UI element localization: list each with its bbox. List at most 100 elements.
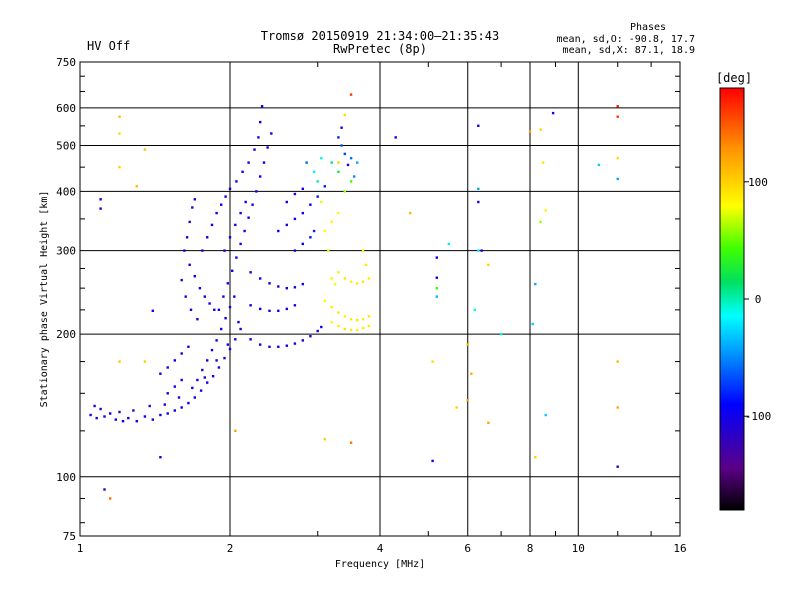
data-point-o — [260, 105, 264, 108]
data-point-o — [159, 456, 162, 459]
data-point-o — [239, 242, 242, 246]
data-point-o — [316, 329, 319, 333]
data-point-o — [215, 339, 218, 342]
data-point-o — [259, 277, 262, 280]
data-point-x — [349, 280, 353, 283]
data-point-x — [616, 360, 619, 363]
data-point-o — [206, 236, 209, 239]
data-point-o — [187, 401, 190, 405]
data-point-o — [206, 381, 209, 384]
data-point-x — [337, 324, 340, 328]
y-tick-label: 75 — [63, 530, 76, 543]
colorbar-label: [deg] — [716, 71, 752, 85]
x-tick-label: 6 — [464, 542, 471, 555]
data-point-o — [257, 136, 260, 139]
data-point-o — [191, 206, 194, 209]
data-point-o — [177, 396, 181, 399]
data-point-o — [210, 223, 214, 227]
data-point-o — [196, 318, 199, 321]
data-point-o — [151, 309, 154, 312]
data-point-o — [173, 359, 176, 362]
data-point-o — [235, 180, 238, 183]
data-point-o — [309, 236, 312, 239]
data-point-o — [114, 418, 117, 421]
data-point-o — [223, 356, 226, 360]
x-axis-label: Frequency [MHz] — [335, 559, 425, 570]
colorbar-ticks: 100 0 -100 — [744, 176, 771, 423]
data-point-o — [259, 307, 262, 311]
data-point-x — [234, 429, 237, 432]
data-point-o — [293, 304, 297, 307]
data-point-o — [247, 161, 250, 164]
data-point-x — [455, 406, 458, 409]
data-point-o — [188, 220, 191, 224]
data-point-o — [234, 338, 237, 341]
data-point-x — [333, 282, 337, 286]
data-point-o — [103, 488, 106, 491]
data-point-x — [431, 360, 434, 363]
data-point-x — [534, 456, 537, 459]
data-point-o — [312, 229, 316, 233]
data-point-o — [215, 211, 218, 215]
x-axis-ticks: 1 2 4 6 8 10 16 — [77, 62, 687, 555]
data-point-o — [270, 132, 273, 135]
data-point-o — [191, 386, 194, 390]
data-point-o — [228, 305, 232, 309]
data-point-o — [226, 343, 229, 346]
grid-lines — [80, 62, 680, 536]
data-point-o — [201, 249, 204, 252]
data-point-x — [616, 105, 619, 108]
colorbar: [deg] 100 0 -100 — [716, 71, 771, 511]
data-point-o — [223, 249, 226, 252]
data-point-o — [166, 392, 169, 395]
x-tick-label: 8 — [527, 542, 534, 555]
data-point-o — [262, 161, 266, 164]
data-point-o — [180, 406, 183, 409]
data-point-x — [364, 263, 368, 266]
data-point-x — [337, 211, 340, 215]
data-point-o — [220, 327, 223, 331]
data-point-o — [293, 249, 297, 252]
data-point-o — [239, 327, 242, 331]
data-point-x — [323, 438, 326, 441]
data-point-x — [349, 93, 353, 96]
data-point-o — [301, 339, 304, 342]
data-point-o — [285, 223, 288, 227]
data-point-o — [247, 216, 250, 219]
data-point-o — [213, 308, 216, 311]
data-point-x — [528, 130, 532, 133]
data-point-x — [470, 372, 473, 375]
data-point-x — [330, 320, 333, 324]
data-point-o — [285, 307, 288, 311]
data-point-x — [356, 161, 359, 164]
data-point-o — [346, 163, 350, 167]
data-point-x — [473, 308, 476, 311]
data-point-x — [361, 326, 365, 330]
data-point-o — [159, 372, 162, 375]
data-point-x — [118, 360, 121, 363]
data-point-o — [93, 404, 96, 408]
data-point-o — [166, 412, 169, 415]
data-point-x — [312, 170, 316, 173]
data-point-o — [293, 342, 297, 345]
data-point-x — [337, 311, 340, 314]
data-point-o — [228, 187, 232, 190]
data-point-o — [203, 295, 206, 298]
data-point-o — [220, 203, 223, 206]
data-point-o — [435, 276, 438, 279]
data-point-o — [435, 256, 438, 259]
data-point-o — [239, 211, 242, 215]
data-point-x — [616, 406, 619, 409]
y-axis-label: Stationary phase Virtual Height [km] — [39, 191, 50, 408]
data-point-o — [234, 223, 237, 227]
data-point-o — [206, 359, 209, 362]
data-point-o — [184, 295, 187, 298]
data-point-x — [349, 318, 353, 321]
data-point-x — [118, 166, 121, 169]
data-point-x — [343, 327, 346, 331]
data-point-x — [367, 324, 371, 328]
y-tick-label: 300 — [56, 245, 76, 258]
data-point-o — [243, 229, 246, 233]
data-point-o — [233, 295, 236, 298]
